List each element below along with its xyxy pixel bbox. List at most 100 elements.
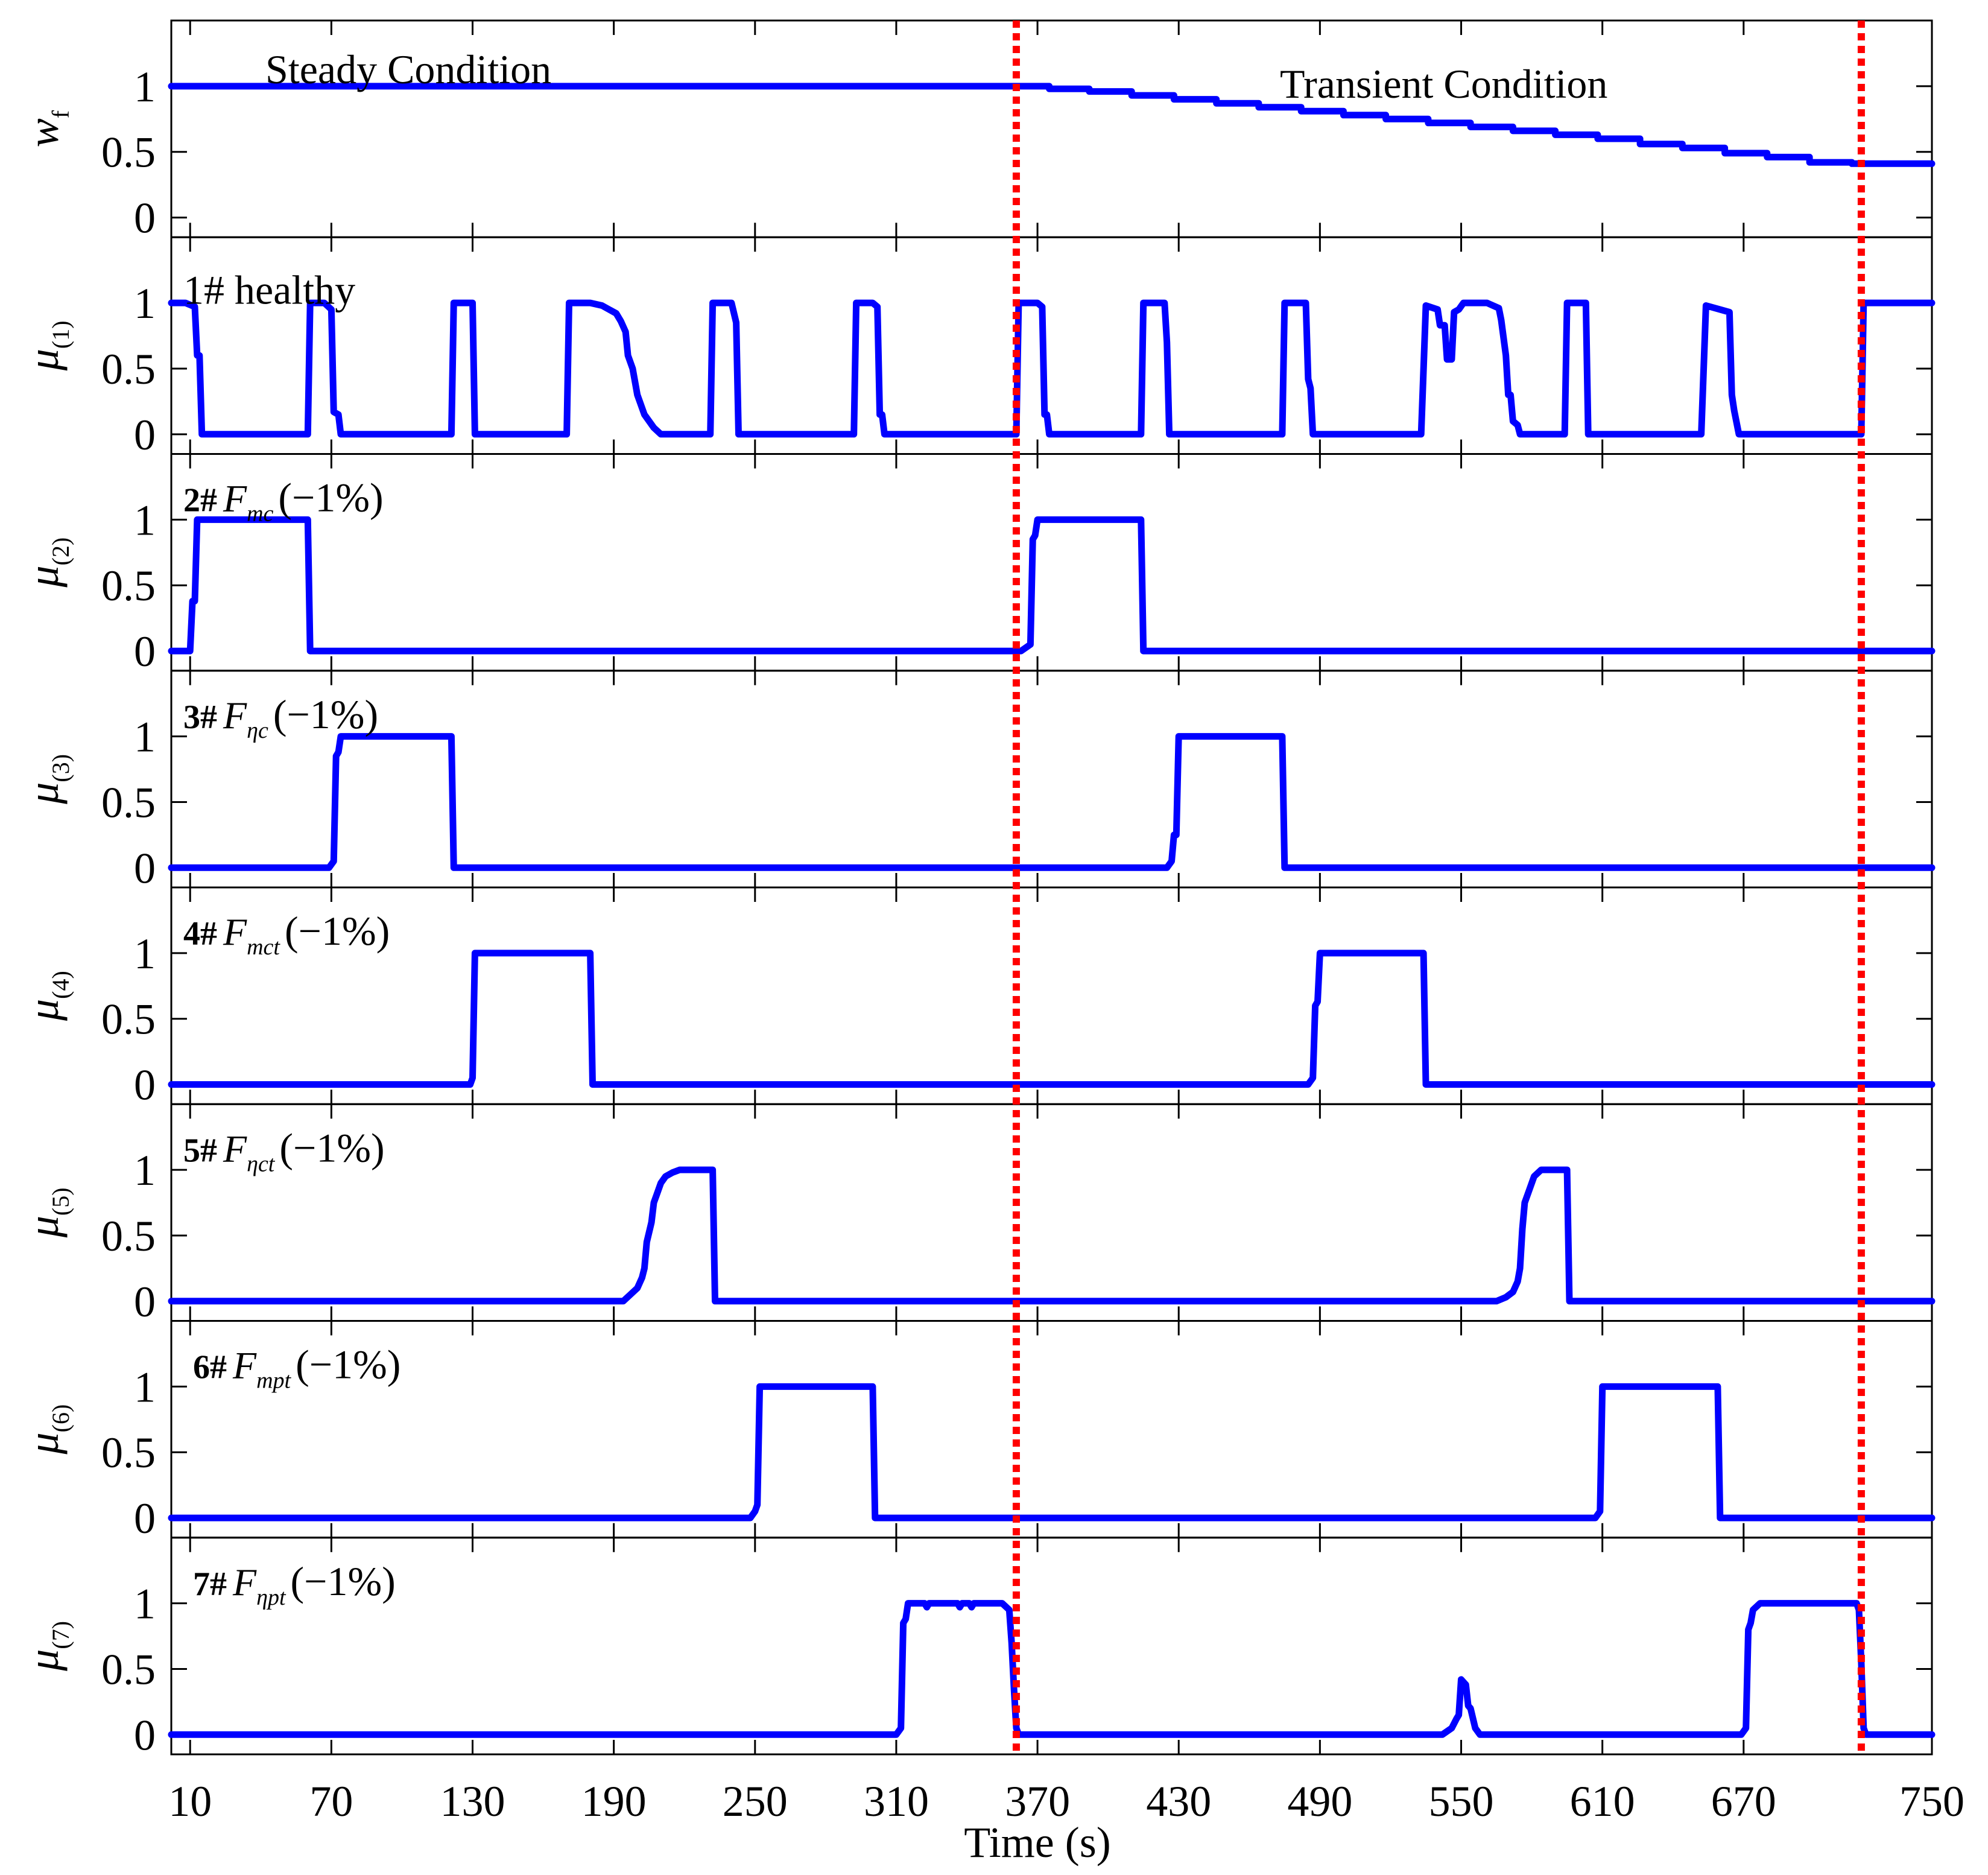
panel-label-percent: (−1%) — [296, 1342, 400, 1388]
y-tick-label: 0 — [134, 1494, 156, 1543]
panel-label: 7# Fηpt (−1%) — [193, 1558, 396, 1610]
panel-label-symbol: F — [223, 694, 247, 737]
panel-frame — [170, 886, 1933, 1105]
panel-label-subscript: mpt — [256, 1368, 291, 1394]
panel-label-percent: (−1%) — [278, 475, 383, 521]
panel-label-subscript: ηc — [247, 718, 268, 743]
x-tick-label: 550 — [1429, 1777, 1494, 1826]
y-axis-label-main: μ — [19, 349, 68, 371]
series-line-mu2 — [168, 516, 1936, 655]
y-tick-label: 1 — [134, 496, 156, 544]
y-axis-label: μ(7) — [19, 1621, 74, 1672]
x-tick-label: 310 — [864, 1777, 929, 1826]
panel-frame — [170, 670, 1933, 889]
series-line-mu4 — [168, 950, 1936, 1088]
panel-label-percent: (−1%) — [273, 691, 378, 737]
panel-label-num: 2# — [183, 482, 217, 519]
panel-label-subscript: ηpt — [256, 1585, 286, 1610]
x-tick-label: 750 — [1899, 1777, 1964, 1826]
panel-label-num: 6# — [193, 1349, 227, 1386]
series-line-mu1 — [168, 299, 1936, 438]
panel-label: 4# Fmct (−1%) — [183, 908, 390, 960]
x-axis-label: Time (s) — [964, 1818, 1110, 1867]
y-axis-label: μ(3) — [19, 754, 74, 805]
panel-label: 1# healthy — [183, 267, 355, 312]
panel-frame — [170, 1320, 1933, 1539]
x-tick-label: 250 — [723, 1777, 788, 1826]
panel-label: 2# Fmc (−1%) — [183, 475, 384, 527]
panel-mu6: 0 0.5 1 μ(6) 6# Fmpt (−1%) — [19, 1320, 1936, 1543]
y-axis-label: μ(1) — [19, 320, 74, 371]
y-tick-label: 0.5 — [101, 128, 156, 177]
y-tick-label: 0 — [134, 1061, 156, 1109]
panel-frame — [170, 1103, 1933, 1322]
panel-mu3: 0 0.5 1 μ(3) 3# Fηc (−1%) — [19, 670, 1936, 892]
panel-frame — [170, 1537, 1933, 1756]
y-axis-label-sub: (2) — [47, 538, 74, 566]
y-tick-label: 1 — [134, 930, 156, 978]
y-axis-label-main: μ — [19, 782, 68, 805]
y-tick-label: 0.5 — [101, 562, 156, 610]
panel-label: 3# Fηc (−1%) — [183, 691, 378, 743]
y-axis-label: μ(6) — [19, 1404, 74, 1455]
y-axis-label-sub: (1) — [47, 320, 74, 349]
x-tick-label: 130 — [440, 1777, 505, 1826]
y-tick-label: 0 — [134, 411, 156, 459]
panel-label-num: 5# — [183, 1132, 217, 1169]
x-axis: 10 70 130 190 250 310 370 430 490 550 610 670 750 — [168, 1777, 1964, 1826]
y-tick-label: 1 — [134, 1363, 156, 1411]
panel-frame — [170, 236, 1933, 455]
y-tick-label: 0.5 — [101, 995, 156, 1044]
y-axis-label: μ(4) — [19, 971, 74, 1021]
series-line-wf — [168, 83, 1936, 167]
y-axis-label-sub: (4) — [47, 971, 74, 999]
y-axis-label-main: μ — [19, 1649, 68, 1672]
panel-label-symbol: F — [232, 1561, 257, 1604]
panel-label-percent: (−1%) — [291, 1558, 396, 1604]
steady-condition-annotation: Steady Condition — [265, 46, 551, 92]
y-tick-label: 0.5 — [101, 1429, 156, 1477]
y-axis-label-sub: f — [47, 110, 74, 118]
series-line-mu6 — [168, 1383, 1936, 1521]
panel-mu2: 0 0.5 1 μ(2) 2# Fmc (−1%) — [19, 453, 1936, 676]
y-axis-label-sub: (5) — [47, 1187, 74, 1216]
y-tick-label: 0.5 — [101, 1212, 156, 1260]
panel-label-symbol: F — [232, 1344, 257, 1387]
y-axis-label-main: μ — [19, 999, 68, 1021]
panel-label-num: 7# — [193, 1566, 227, 1603]
y-tick-label: 0.5 — [101, 1645, 156, 1693]
y-tick-label: 0.5 — [101, 778, 156, 826]
panel-label-percent: (−1%) — [285, 908, 390, 954]
x-tick-label: 190 — [581, 1777, 647, 1826]
y-axis-label-main: μ — [19, 1216, 68, 1238]
panel-wf: 0 0.5 1 wf — [19, 19, 1936, 243]
y-axis-label: μ(5) — [19, 1187, 74, 1238]
y-tick-label: 1 — [134, 1580, 156, 1628]
panel-label-num: 4# — [183, 915, 217, 953]
x-tick-label: 370 — [1005, 1777, 1070, 1826]
x-tick-label: 490 — [1287, 1777, 1352, 1826]
y-axis-label-sub: (3) — [47, 754, 74, 782]
x-tick-label: 670 — [1711, 1777, 1776, 1826]
y-axis-label-sub: (6) — [47, 1404, 74, 1433]
panel-mu7: 0 0.5 1 μ(7) 7# Fηpt (−1%) — [19, 1537, 1936, 1759]
series-line-mu5 — [168, 1166, 1936, 1305]
panel-label-num: 3# — [183, 699, 217, 736]
x-tick-label: 610 — [1570, 1777, 1635, 1826]
panel-label-subscript: ηct — [247, 1151, 276, 1176]
panel-frame — [170, 453, 1933, 672]
x-tick-label: 70 — [309, 1777, 353, 1826]
panel-label-symbol: F — [223, 910, 247, 953]
y-axis-label-main: μ — [19, 1432, 68, 1455]
series-line-mu7 — [168, 1600, 1936, 1738]
panel-label-subscript: mc — [247, 501, 273, 527]
y-axis-label: μ(2) — [19, 538, 74, 588]
panel-mu1: 0 0.5 1 μ(1) 1# healthy — [19, 236, 1936, 459]
panel-label-percent: (−1%) — [279, 1125, 384, 1170]
panel-label: 6# Fmpt (−1%) — [193, 1342, 400, 1394]
y-axis-label-main: μ — [19, 565, 68, 588]
y-tick-label: 1 — [134, 279, 156, 328]
panel-mu4: 0 0.5 1 μ(4) 4# Fmct (−1%) — [19, 886, 1936, 1109]
